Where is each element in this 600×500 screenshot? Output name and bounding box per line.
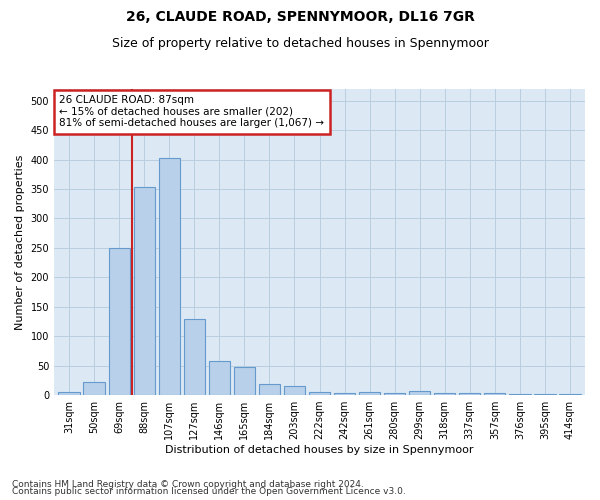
Text: 26, CLAUDE ROAD, SPENNYMOOR, DL16 7GR: 26, CLAUDE ROAD, SPENNYMOOR, DL16 7GR — [125, 10, 475, 24]
Bar — [509, 394, 530, 395]
Bar — [234, 367, 255, 395]
Bar — [484, 392, 505, 395]
Bar — [384, 392, 406, 395]
Bar — [559, 394, 581, 395]
Bar — [184, 318, 205, 395]
Bar — [134, 188, 155, 395]
Bar — [309, 392, 330, 395]
Bar — [259, 384, 280, 395]
Text: Contains public sector information licensed under the Open Government Licence v3: Contains public sector information licen… — [12, 488, 406, 496]
Text: Size of property relative to detached houses in Spennymoor: Size of property relative to detached ho… — [112, 38, 488, 51]
Text: 26 CLAUDE ROAD: 87sqm
← 15% of detached houses are smaller (202)
81% of semi-det: 26 CLAUDE ROAD: 87sqm ← 15% of detached … — [59, 95, 325, 128]
Bar — [284, 386, 305, 395]
Bar — [459, 392, 481, 395]
Bar — [209, 361, 230, 395]
X-axis label: Distribution of detached houses by size in Spennymoor: Distribution of detached houses by size … — [165, 445, 474, 455]
Bar — [83, 382, 105, 395]
Bar — [109, 248, 130, 395]
Bar — [534, 394, 556, 395]
Bar — [158, 158, 180, 395]
Bar — [409, 391, 430, 395]
Bar — [434, 392, 455, 395]
Bar — [359, 392, 380, 395]
Bar — [58, 392, 80, 395]
Bar — [334, 392, 355, 395]
Text: Contains HM Land Registry data © Crown copyright and database right 2024.: Contains HM Land Registry data © Crown c… — [12, 480, 364, 489]
Y-axis label: Number of detached properties: Number of detached properties — [15, 154, 25, 330]
